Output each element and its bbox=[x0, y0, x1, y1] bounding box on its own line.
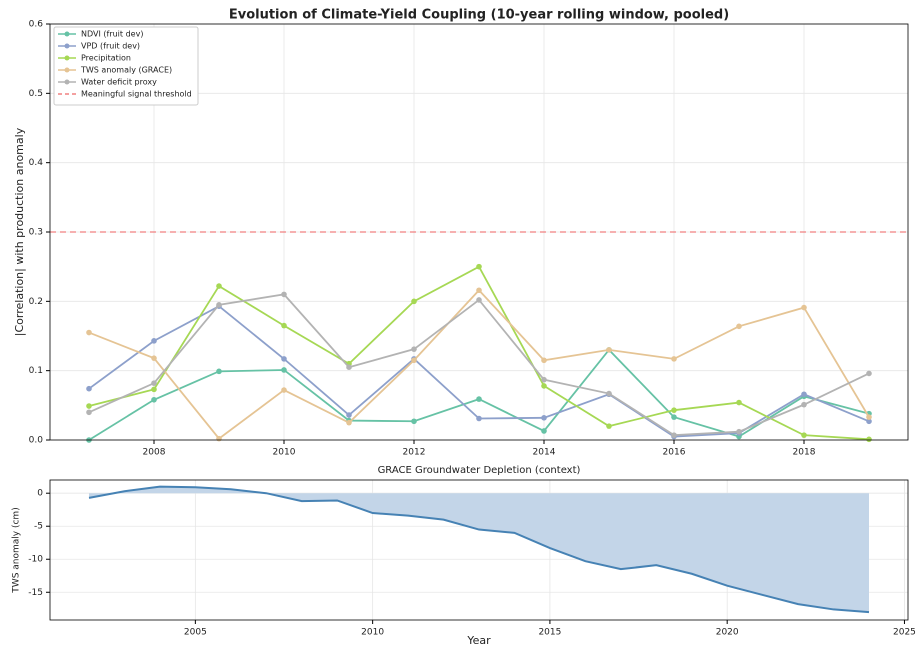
data-point bbox=[736, 323, 742, 330]
data-point bbox=[801, 391, 807, 398]
y-axis-label: |Correlation| with production anomaly bbox=[13, 127, 26, 336]
x-tick-label: 2015 bbox=[538, 628, 561, 638]
data-point bbox=[866, 370, 872, 377]
data-point bbox=[476, 287, 482, 294]
data-point bbox=[281, 356, 287, 362]
data-point bbox=[281, 387, 287, 393]
y-tick-label: -10 bbox=[28, 555, 43, 565]
data-point bbox=[151, 396, 157, 403]
data-point bbox=[476, 396, 482, 402]
data-point bbox=[281, 291, 287, 298]
data-point bbox=[151, 380, 157, 386]
legend-marker bbox=[64, 43, 70, 49]
data-point bbox=[801, 432, 807, 438]
data-point bbox=[216, 283, 222, 289]
y-tick-label: 0.1 bbox=[29, 366, 43, 376]
data-point bbox=[151, 386, 157, 393]
data-point bbox=[606, 390, 612, 397]
y-tick-label: 0.6 bbox=[29, 20, 44, 30]
chart-title: GRACE Groundwater Depletion (context) bbox=[378, 465, 581, 476]
data-point bbox=[476, 415, 482, 422]
data-point bbox=[671, 407, 677, 413]
y-tick-label: 0.3 bbox=[29, 228, 43, 238]
series-line bbox=[88, 293, 870, 437]
data-point bbox=[216, 368, 222, 375]
data-point bbox=[476, 297, 482, 303]
legend-marker bbox=[64, 67, 70, 73]
data-point bbox=[86, 329, 92, 336]
data-point bbox=[866, 418, 872, 425]
x-tick-label: 2010 bbox=[361, 628, 384, 638]
data-point bbox=[541, 357, 547, 364]
plot-frame bbox=[49, 479, 909, 621]
y-axis-label: TWS anomaly (cm) bbox=[12, 507, 22, 593]
data-point bbox=[346, 412, 352, 418]
data-point bbox=[671, 414, 677, 420]
data-point bbox=[541, 383, 547, 389]
data-point bbox=[801, 401, 807, 408]
data-point bbox=[216, 435, 222, 442]
data-point bbox=[86, 403, 92, 409]
data-point bbox=[411, 346, 417, 352]
legend-label: Precipitation bbox=[81, 54, 131, 63]
data-point bbox=[606, 423, 612, 429]
y-tick-label: 0 bbox=[37, 489, 43, 499]
x-tick-label: 2020 bbox=[716, 628, 739, 638]
data-point bbox=[151, 338, 157, 344]
data-point bbox=[671, 356, 677, 362]
legend-marker bbox=[64, 31, 70, 37]
data-point bbox=[866, 414, 872, 420]
data-point bbox=[801, 304, 807, 311]
area-fill bbox=[89, 486, 869, 613]
legend-label: TWS anomaly (GRACE) bbox=[80, 66, 172, 75]
legend-box bbox=[53, 26, 199, 106]
legend-label: Meaningful signal threshold bbox=[81, 90, 192, 99]
legend-marker bbox=[64, 79, 70, 85]
chart-title: Evolution of Climate-Yield Coupling (10-… bbox=[229, 8, 729, 23]
data-point bbox=[216, 302, 222, 308]
data-point bbox=[411, 357, 417, 364]
plot-frame bbox=[49, 23, 909, 441]
y-tick-label: 0.0 bbox=[29, 436, 44, 446]
legend-label: NDVI (fruit dev) bbox=[81, 30, 143, 39]
x-tick-label: 2005 bbox=[184, 628, 207, 638]
y-tick-label: -15 bbox=[28, 588, 43, 598]
data-point bbox=[736, 428, 742, 435]
legend-label: Water deficit proxy bbox=[81, 78, 157, 87]
data-point bbox=[346, 364, 352, 371]
y-tick-label: 0.2 bbox=[29, 297, 43, 307]
y-tick-label: 0.5 bbox=[29, 89, 43, 99]
data-point bbox=[541, 428, 547, 434]
data-point bbox=[541, 415, 547, 421]
x-tick-label: 2014 bbox=[533, 448, 556, 458]
x-tick-label: 2025 bbox=[893, 628, 916, 638]
data-point bbox=[476, 263, 482, 270]
y-tick-label: 0.4 bbox=[29, 158, 44, 168]
data-point bbox=[346, 419, 352, 426]
data-point bbox=[736, 399, 742, 406]
data-point bbox=[411, 418, 417, 425]
data-point bbox=[411, 298, 417, 305]
data-point bbox=[541, 376, 547, 383]
data-point bbox=[606, 347, 612, 353]
x-tick-label: 2010 bbox=[273, 448, 296, 458]
y-tick-label: -5 bbox=[34, 522, 43, 532]
x-axis-label: Year bbox=[466, 634, 491, 647]
data-point bbox=[281, 367, 287, 373]
x-tick-label: 2012 bbox=[403, 448, 426, 458]
data-point bbox=[86, 385, 92, 392]
x-tick-label: 2008 bbox=[143, 448, 166, 458]
series-line bbox=[88, 485, 870, 614]
data-point bbox=[86, 409, 92, 416]
x-tick-label: 2018 bbox=[793, 448, 816, 458]
legend: NDVI (fruit dev) VPD (fruit dev) Precipita… bbox=[53, 26, 199, 106]
x-tick-label: 2016 bbox=[663, 448, 686, 458]
data-point bbox=[866, 436, 872, 443]
data-point bbox=[151, 355, 157, 361]
legend-marker bbox=[64, 55, 70, 61]
legend-label: VPD (fruit dev) bbox=[81, 42, 140, 51]
data-point bbox=[671, 432, 677, 438]
data-point bbox=[281, 322, 287, 329]
